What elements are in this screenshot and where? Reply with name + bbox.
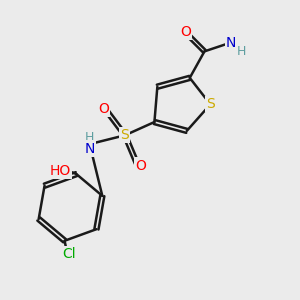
- Text: S: S: [206, 98, 215, 111]
- Text: O: O: [180, 25, 191, 39]
- Text: O: O: [135, 159, 146, 172]
- Text: H: H: [85, 131, 94, 144]
- Text: N: N: [85, 142, 95, 155]
- Text: O: O: [98, 102, 109, 116]
- Text: N: N: [226, 35, 236, 50]
- Text: HO: HO: [50, 164, 71, 178]
- Text: S: S: [121, 128, 129, 142]
- Text: H: H: [237, 45, 246, 58]
- Text: Cl: Cl: [62, 247, 76, 261]
